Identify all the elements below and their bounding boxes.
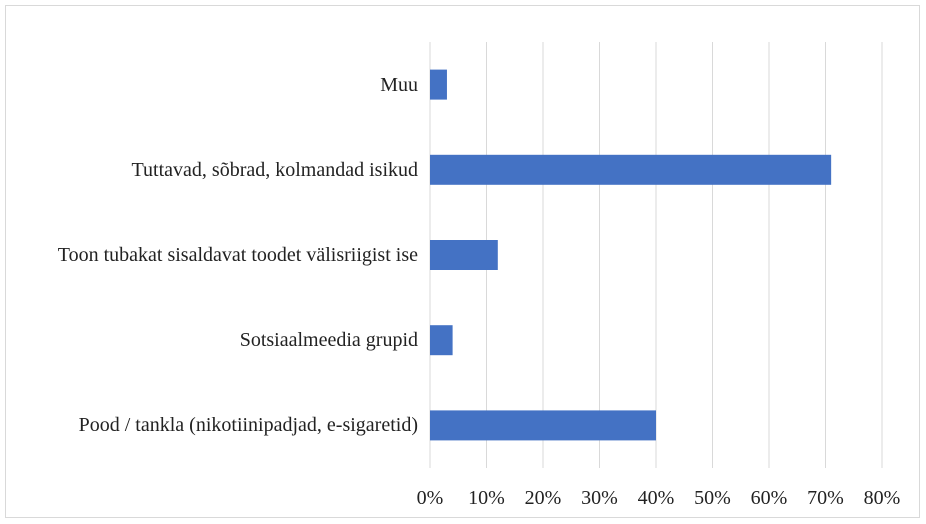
y-tick-label-box: Sotsiaalmeedia grupid — [18, 327, 418, 353]
y-tick-label: Toon tubakat sisaldavat toodet välisriig… — [57, 244, 418, 266]
x-tick-label: 40% — [638, 487, 675, 509]
bar — [430, 325, 453, 356]
y-tick-label-box: Pood / tankla (nikotiinipadjad, e-sigare… — [18, 412, 418, 438]
y-tick-label-box: Toon tubakat sisaldavat toodet välisriig… — [18, 242, 418, 268]
bar — [430, 154, 832, 185]
x-tick-label: 80% — [864, 487, 901, 509]
x-tick-label: 20% — [525, 487, 562, 509]
bar — [430, 240, 498, 270]
x-tick-label: 0% — [417, 487, 444, 509]
bar — [430, 69, 447, 100]
y-tick-label-box: Tuttavad, sõbrad, kolmandad isikud — [18, 157, 418, 183]
x-tick-label: 50% — [694, 487, 731, 509]
x-tick-label: 70% — [807, 487, 844, 509]
x-tick-label: 30% — [581, 487, 618, 509]
y-tick-label: Tuttavad, sõbrad, kolmandad isikud — [131, 158, 418, 181]
x-tick-label: 10% — [468, 487, 505, 509]
bar — [430, 410, 656, 441]
y-tick-label: Muu — [380, 73, 418, 96]
x-tick-label: 60% — [751, 487, 788, 509]
y-tick-label: Sotsiaalmeedia grupid — [239, 329, 418, 352]
chart-border — [5, 5, 920, 518]
y-tick-label-box: Muu — [18, 72, 418, 98]
y-tick-label: Pood / tankla (nikotiinipadjad, e-sigare… — [78, 414, 418, 437]
